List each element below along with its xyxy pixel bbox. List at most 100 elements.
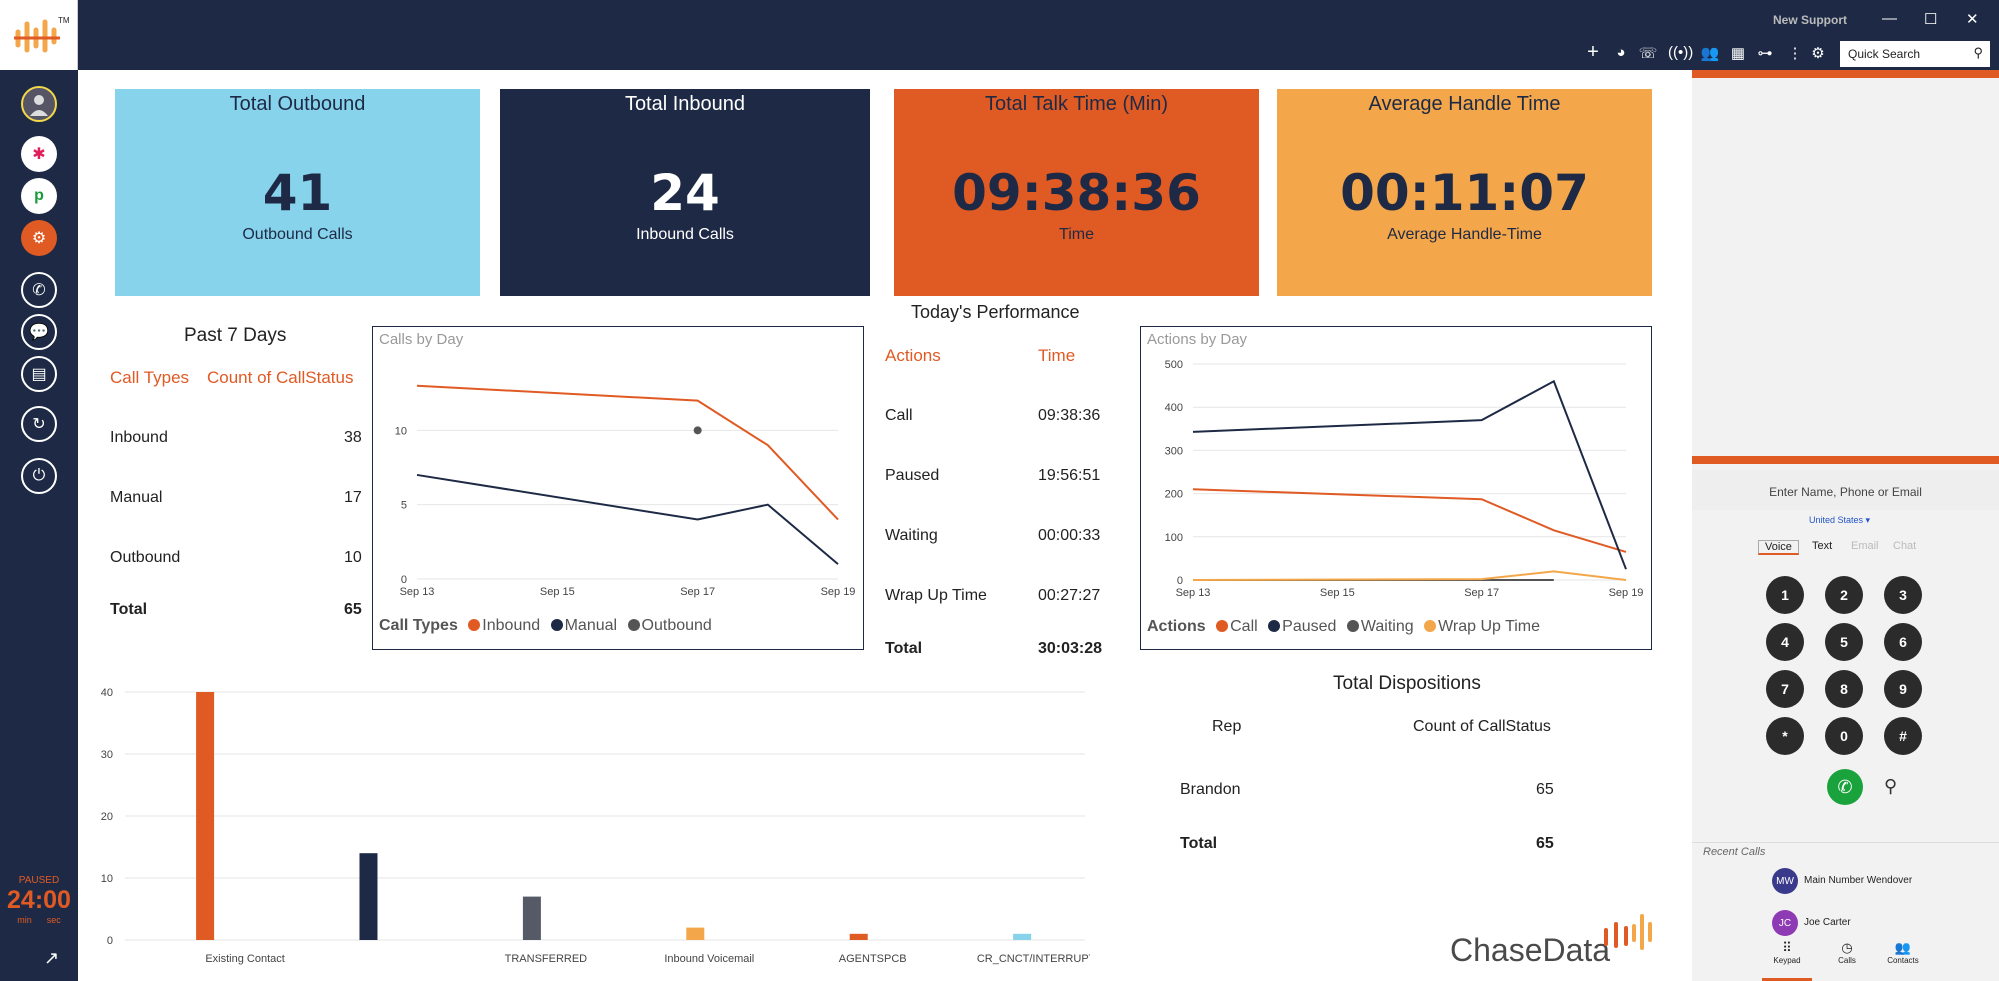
refresh-icon[interactable]: ↻ (21, 406, 57, 442)
search-icon[interactable]: ⚲ (1884, 776, 1898, 796)
recent-call-name[interactable]: Main Number Wendover (1804, 875, 1913, 886)
tab-email[interactable]: Email (1851, 540, 1879, 552)
series-line-paused (1192, 379, 1627, 570)
power-icon[interactable]: ⏻ (21, 458, 57, 494)
broadcast-icon[interactable]: ((•)) (1668, 44, 1694, 61)
min-label: min (17, 915, 32, 925)
keypad-key[interactable]: 0 (1825, 717, 1863, 755)
y-tick-label: 0 (1177, 575, 1183, 587)
past7-header-types: Call Types (110, 368, 190, 387)
country-select[interactable]: United States ▾ (1809, 515, 1871, 525)
phone-icon[interactable]: ✆ (21, 272, 57, 308)
bottom-nav: ⠿ Keypad ◷ Calls 👥 Contacts (1692, 938, 1999, 981)
past7-total-value: 65 (344, 601, 362, 618)
perf-row-value: 00:27:27 (1038, 587, 1101, 604)
perf-total-label: Total (885, 640, 923, 657)
trademark-label: TM (58, 16, 70, 25)
more-icon[interactable]: ⋮ (1787, 45, 1803, 62)
bar (686, 927, 705, 940)
x-tick-label: AGENTSPCB (839, 953, 907, 965)
keypad-key[interactable]: 5 (1825, 623, 1863, 661)
chart-legend: Actions Call Paused Waiting Wrap Up Time (1147, 618, 1540, 636)
country-value: United States (1809, 515, 1864, 525)
app-logo[interactable]: TM (0, 0, 78, 70)
nav-keypad[interactable]: ⠿ Keypad (1762, 940, 1812, 981)
recent-call-name[interactable]: Joe Carter (1804, 917, 1851, 928)
chart-legend: Call Types Inbound Manual Outbound (379, 617, 712, 635)
quick-search-input[interactable]: Quick Search ⚲ (1840, 41, 1990, 67)
dispositions-header-count: Count of CallStatus (1413, 718, 1551, 735)
dispositions-title: Total Dispositions (1333, 673, 1481, 694)
keypad-key[interactable]: * (1766, 717, 1804, 755)
chart-title: Calls by Day (379, 331, 464, 348)
legend-entry: Paused (1282, 618, 1337, 635)
chart-title: Actions by Day (1147, 331, 1248, 348)
x-tick-label: TRANSFERRED (505, 953, 588, 965)
avatar[interactable]: JC (1772, 910, 1798, 936)
actions-by-day-chart: Actions by Day 0 100 200 300 400 500 Sep 13 Sep… (1140, 326, 1652, 650)
keypad-key[interactable]: 6 (1884, 623, 1922, 661)
expand-icon[interactable]: ↗ (44, 948, 60, 968)
keypad-key[interactable]: 3 (1884, 576, 1922, 614)
x-tick-label: Sep 15 (540, 586, 575, 598)
chat-icon[interactable]: 💬 (21, 314, 57, 350)
keypad-key[interactable]: 8 (1825, 670, 1863, 708)
nav-contacts[interactable]: 👥 Contacts (1878, 940, 1928, 965)
y-tick-label: 40 (101, 687, 113, 699)
gear-icon[interactable]: ⚙ (1811, 45, 1825, 62)
x-tick-label: Sep 17 (1464, 587, 1499, 599)
hubspot-icon[interactable]: ⚙ (21, 220, 57, 256)
y-tick-label: 300 (1165, 445, 1183, 457)
slack-icon[interactable]: ✱ (21, 136, 57, 172)
message-icon[interactable]: ▤ (21, 356, 57, 392)
card-total-inbound: Total Inbound 24 Inbound Calls (500, 89, 870, 296)
keypad-key[interactable]: 7 (1766, 670, 1804, 708)
avatar[interactable] (21, 86, 57, 122)
keypad-key[interactable]: 1 (1766, 576, 1804, 614)
keypad-key[interactable]: 2 (1825, 576, 1863, 614)
avatar[interactable]: MW (1772, 868, 1798, 894)
voicemail-icon[interactable]: ⊶ (1757, 45, 1773, 62)
y-tick-label: 400 (1165, 402, 1183, 414)
bar (1013, 933, 1032, 940)
y-tick-label: 500 (1165, 359, 1183, 371)
keypad-key[interactable]: 4 (1766, 623, 1804, 661)
y-tick-label: 0 (107, 935, 113, 947)
search-icon[interactable]: ⚲ (1973, 45, 1983, 60)
chart-icon[interactable]: ◕ (1616, 44, 1626, 61)
y-tick-label: 20 (101, 811, 113, 823)
card-subtitle: Time (1059, 226, 1094, 243)
users-icon[interactable]: 👥 (1700, 45, 1720, 62)
tab-chat[interactable]: Chat (1893, 540, 1917, 552)
keypad-key[interactable]: 9 (1884, 670, 1922, 708)
logo-icon (14, 19, 60, 53)
user-icon (30, 95, 48, 116)
legend-dot (1268, 620, 1281, 632)
minimize-button[interactable]: — (1882, 10, 1897, 27)
series-line-inbound (416, 384, 839, 521)
tab-text[interactable]: Text (1812, 540, 1833, 552)
x-tick-label: CR_CNCT/INTERRUPT (977, 953, 1090, 965)
tab-voice[interactable]: Voice (1758, 540, 1799, 555)
status-label: PAUSED (18, 875, 60, 886)
dial-input[interactable]: Enter Name, Phone or Email (1692, 470, 1999, 510)
nav-label: Contacts (1887, 956, 1919, 965)
perf-row-label: Paused (885, 467, 940, 484)
legend-entry: Inbound (482, 617, 541, 634)
past7-total-label: Total (110, 601, 148, 618)
calendar-icon[interactable]: ▦ (1730, 45, 1746, 62)
perf-row-value: 00:00:33 (1038, 527, 1101, 544)
maximize-button[interactable]: ☐ (1924, 11, 1938, 28)
x-tick-label: Sep 19 (1609, 587, 1644, 599)
close-button[interactable]: ✕ (1966, 11, 1979, 28)
plus-icon[interactable]: + (1587, 41, 1599, 63)
keypad-key[interactable]: # (1884, 717, 1922, 755)
call-button[interactable]: ✆ (1827, 769, 1863, 805)
perf-row-value: 19:56:51 (1038, 467, 1101, 484)
legend-entry: Waiting (1360, 618, 1414, 635)
pipedrive-icon[interactable]: p (21, 178, 57, 214)
phone-book-icon[interactable]: ☏ (1638, 45, 1658, 62)
legend-dot (1424, 620, 1437, 632)
past7-row-value: 17 (344, 489, 362, 506)
nav-calls[interactable]: ◷ Calls (1822, 940, 1872, 965)
